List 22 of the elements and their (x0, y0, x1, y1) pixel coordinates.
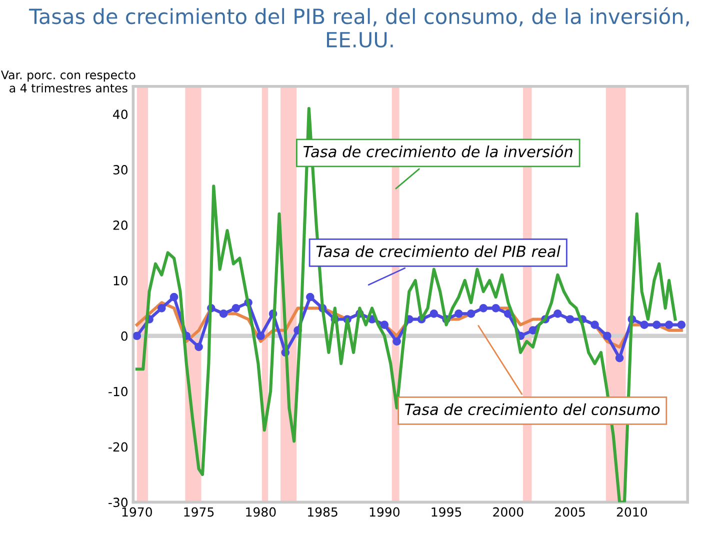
x-tick-label: 2010 (616, 507, 647, 517)
y-tick-label: 40 (113, 110, 128, 120)
x-tick-label: 2000 (493, 507, 524, 517)
chart-title: Tasas de crecimiento del PIB real, del consumo, de la inversión, EE.UU. (29, 7, 689, 48)
x-tick-label: 1980 (246, 507, 276, 517)
x-tick-label: 2005 (555, 507, 585, 517)
x-tick-label: 1990 (370, 507, 400, 517)
y-tick-label: 10 (114, 276, 128, 286)
y-tick-label: -20 (108, 442, 128, 452)
text: Tasa de crecimiento del PIB real (316, 245, 560, 258)
y-axis-title: Var. porc. con respecto a 4 trimestres antes (0, 70, 136, 93)
x-tick-label: 1985 (308, 507, 338, 517)
y-tick-label: 30 (113, 165, 128, 174)
text: Tasa de crecimiento del consumo (405, 403, 660, 416)
x-tick-label: 1975 (184, 507, 214, 517)
x-tick-label: 1970 (122, 507, 152, 517)
x-tick-label: 1995 (432, 507, 462, 517)
y-tick-label: -30 (108, 498, 128, 508)
y-tick-label: 20 (113, 220, 128, 230)
y-tick-label: 0 (121, 331, 128, 341)
y-tick-label: -10 (108, 386, 128, 396)
series-label: Tasa de crecimiento de la inversión (303, 144, 572, 158)
